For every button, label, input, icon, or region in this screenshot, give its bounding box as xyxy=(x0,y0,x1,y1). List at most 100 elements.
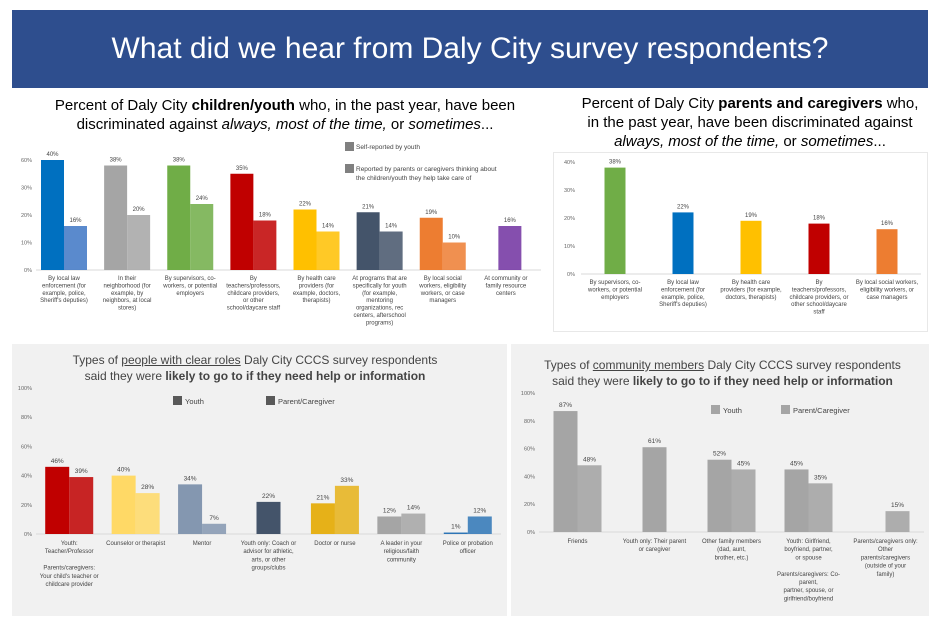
y-tick-label: 20% xyxy=(524,502,535,508)
bar-value-label: 19% xyxy=(745,213,758,219)
x-category-label: centers, afterschool xyxy=(353,313,405,319)
bar-parent xyxy=(498,226,522,270)
x-category-label: arts, or other xyxy=(251,557,285,563)
bar-value-label: 46% xyxy=(51,458,64,465)
bar-parent xyxy=(127,215,151,270)
x-category-label: doctors, therapists) xyxy=(725,295,776,301)
bar-youth xyxy=(377,516,402,534)
bar-value-label: 48% xyxy=(583,456,596,463)
x-category-label: In their xyxy=(118,276,136,282)
bar-value-label: 18% xyxy=(813,216,826,222)
x-category-label: Teacher/Professor xyxy=(45,549,94,555)
legend-parent-label: Parent/Caregiver xyxy=(278,397,335,406)
bar-parent xyxy=(379,231,403,270)
bar-parent xyxy=(69,477,94,534)
x-category-label: or spouse xyxy=(795,555,822,561)
legend-parent-label: Parent/Caregiver xyxy=(793,406,850,415)
bar-parent xyxy=(604,167,626,274)
x-category-label: By local law xyxy=(667,280,699,286)
bar-parent xyxy=(808,483,833,532)
x-category-label: (for example, xyxy=(362,291,397,297)
page-title: What did we hear from Daly City survey r… xyxy=(111,32,829,65)
y-tick-label: 20% xyxy=(21,503,32,509)
x-category-label: Police or probation xyxy=(443,541,493,547)
children-chart-title: Percent of Daly City children/youth who,… xyxy=(30,97,540,135)
title-part: children/youth xyxy=(191,97,295,114)
bar-value-label: 39% xyxy=(75,468,88,475)
bar-value-label: 24% xyxy=(196,196,209,202)
x-category-label: centers xyxy=(496,291,516,297)
title-part: in the past year, have been discriminate… xyxy=(587,113,913,131)
bar-value-label: 45% xyxy=(790,460,803,467)
y-tick-label: 80% xyxy=(21,415,32,421)
legend-swatch-parent xyxy=(266,396,275,405)
x-category-label: childcare provider xyxy=(46,582,93,588)
bar-youth xyxy=(642,447,667,532)
x-category-label: mentoring xyxy=(366,298,393,304)
bar-parent xyxy=(135,493,160,534)
y-tick-label: 0% xyxy=(24,268,32,274)
x-category-label: teachers/professors, xyxy=(792,287,847,293)
x-category-label: At community or xyxy=(484,276,527,282)
x-category-label: enforcement (for xyxy=(42,283,86,289)
x-category-label: boyfriend, partner, xyxy=(784,547,833,553)
bar-youth xyxy=(356,212,380,270)
x-category-label: Mentor xyxy=(193,541,212,547)
x-category-label: childcare providers, or xyxy=(789,295,848,301)
x-category-label: Counselor or therapist xyxy=(106,541,165,547)
bar-value-label: 38% xyxy=(110,158,123,164)
x-category-label: Other xyxy=(878,547,893,553)
title-part: Percent of Daly City xyxy=(581,95,719,112)
y-tick-label: 10% xyxy=(564,244,575,250)
x-category-label: By local social workers, xyxy=(856,280,919,286)
bar-youth xyxy=(419,217,443,270)
bar-parent xyxy=(577,465,602,532)
x-category-label: By xyxy=(250,276,257,282)
title-part: ... xyxy=(873,132,886,150)
bar-value-label: 14% xyxy=(385,224,398,230)
bar-value-label: 22% xyxy=(677,204,690,210)
bar-parent xyxy=(442,242,466,270)
x-category-label: teachers/professors, xyxy=(226,283,281,289)
x-category-label: family) xyxy=(877,572,895,578)
x-category-label: parent, xyxy=(799,580,818,586)
x-category-label: stores) xyxy=(118,306,136,312)
bar-youth xyxy=(45,466,70,534)
x-category-label: At programs that are xyxy=(352,276,407,282)
x-category-label: Youth only: Their parent xyxy=(623,539,687,545)
bar-parent xyxy=(467,516,492,534)
x-category-label: Sheriff's deputies) xyxy=(40,298,88,304)
x-category-label: workers, or potential xyxy=(587,287,642,293)
x-category-label: family resource xyxy=(486,283,527,289)
bar-value-label: 35% xyxy=(236,166,249,172)
x-category-label: Parents/caregivers: Co- xyxy=(777,572,840,578)
legend-youth-label: Self-reported by youth xyxy=(356,144,420,151)
children-discrimination-chart: 0% 10% 20% 30% 60% 40% 16% By local lawenforcem… xyxy=(21,142,541,326)
bar-parent xyxy=(190,204,214,270)
y-tick-label: 10% xyxy=(21,241,32,247)
bar-value-label: 87% xyxy=(559,402,572,409)
bar-value-label: 19% xyxy=(425,210,438,216)
title-part: sometimes xyxy=(408,115,481,133)
y-tick-label: 0% xyxy=(24,532,32,538)
x-category-label: By local social xyxy=(424,276,462,282)
bar-value-label: 61% xyxy=(648,438,661,445)
legend-parent-label: Reported by parents or caregivers thinki… xyxy=(356,166,497,173)
y-tick-label: 20% xyxy=(21,213,32,219)
legend-swatch-parent xyxy=(345,164,354,173)
x-category-label: workers, eligibility xyxy=(418,283,466,289)
title-part: Types of xyxy=(544,358,593,372)
bar-youth xyxy=(167,165,191,270)
roles-panel xyxy=(12,344,507,616)
x-category-label: Youth: xyxy=(61,541,78,547)
title-part: Daly City CCCS survey respondents xyxy=(240,353,438,367)
bar-parent xyxy=(316,231,340,270)
y-tick-label: 30% xyxy=(21,186,32,192)
bar-youth xyxy=(111,475,136,534)
title-banner: What did we hear from Daly City survey r… xyxy=(12,10,928,88)
bar-value-label: 16% xyxy=(504,218,517,224)
bar-value-label: 33% xyxy=(340,477,353,484)
bar-youth xyxy=(41,160,64,270)
title-part: who, in the past year, have been xyxy=(294,97,516,114)
bar-youth xyxy=(256,501,281,534)
